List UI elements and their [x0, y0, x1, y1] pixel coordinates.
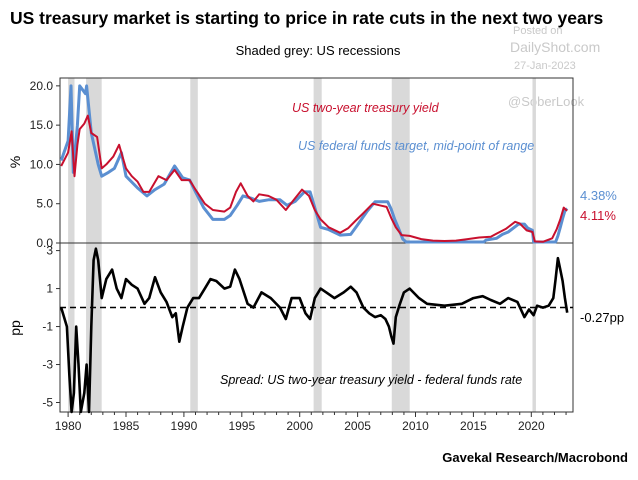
x-tick-label: 1990: [171, 419, 198, 433]
watermark-site: DailyShot.com: [510, 39, 600, 55]
x-tick-label: 1980: [55, 419, 82, 433]
bottom-y-axis: 3 1 -1 -3 -5: [42, 244, 60, 410]
recession-band: [68, 243, 75, 412]
top-y-axis: 20.0 15.0 10.0 5.0 0.0: [30, 79, 60, 250]
y-tick-label: -3: [42, 358, 53, 372]
recession-band: [391, 243, 410, 412]
chart-subtitle: Shaded grey: US recessions: [236, 43, 401, 58]
recession-band: [313, 243, 322, 412]
y-tick-label: 3: [46, 244, 53, 258]
bottom-y-axis-label: pp: [7, 320, 23, 336]
x-axis: 1980 1985 1990 1995 2000 2005 2010 2015 2020: [55, 412, 567, 433]
spread-end-label: -0.27pp: [580, 310, 624, 325]
y-tick-label: 1: [46, 282, 53, 296]
watermark-posted-on: Posted on: [513, 25, 563, 37]
y-tick-label: 15.0: [30, 118, 54, 132]
recession-band: [391, 78, 410, 243]
two-year-yield-end-label: 4.11%: [580, 208, 616, 223]
x-tick-label: 2005: [344, 419, 371, 433]
y-tick-label: 10.0: [30, 157, 54, 171]
bottom-panel-frame: [59, 242, 574, 413]
y-tick-label: 5.0: [36, 197, 53, 211]
recession-band: [313, 78, 322, 243]
x-tick-label: 1995: [228, 419, 255, 433]
two-year-yield-line: [60, 114, 568, 243]
recession-band: [532, 243, 536, 412]
recession-bands-bottom: [68, 243, 536, 412]
recession-band: [532, 78, 536, 243]
chart-title: US treasury market is starting to price …: [10, 8, 604, 28]
fed-funds-end-label: 4.38%: [580, 188, 617, 203]
recession-band: [190, 78, 198, 243]
y-tick-label: -1: [42, 320, 53, 334]
recession-band: [68, 78, 75, 243]
top-y-axis-label: %: [7, 156, 23, 168]
watermark-handle: @SoberLook: [508, 94, 585, 109]
spread-line: [59, 247, 569, 414]
y-tick-label: -5: [42, 396, 53, 410]
fed-funds-legend: US federal funds target, mid-point of ra…: [298, 139, 534, 153]
y-tick-label: 0.0: [36, 236, 53, 250]
x-tick-label: 2020: [518, 419, 545, 433]
source-label: Gavekal Research/Macrobond: [442, 450, 628, 465]
recession-band: [190, 243, 198, 412]
spread-legend: Spread: US two-year treasury yield - fed…: [220, 373, 522, 387]
x-tick-label: 1985: [113, 419, 140, 433]
two-year-yield-legend: US two-year treasury yield: [292, 101, 440, 115]
y-tick-label: 20.0: [30, 79, 54, 93]
x-tick-label: 2015: [460, 419, 487, 433]
watermark-date: 27-Jan-2023: [514, 60, 576, 72]
x-tick-label: 2010: [402, 419, 429, 433]
x-tick-label: 2000: [286, 419, 313, 433]
